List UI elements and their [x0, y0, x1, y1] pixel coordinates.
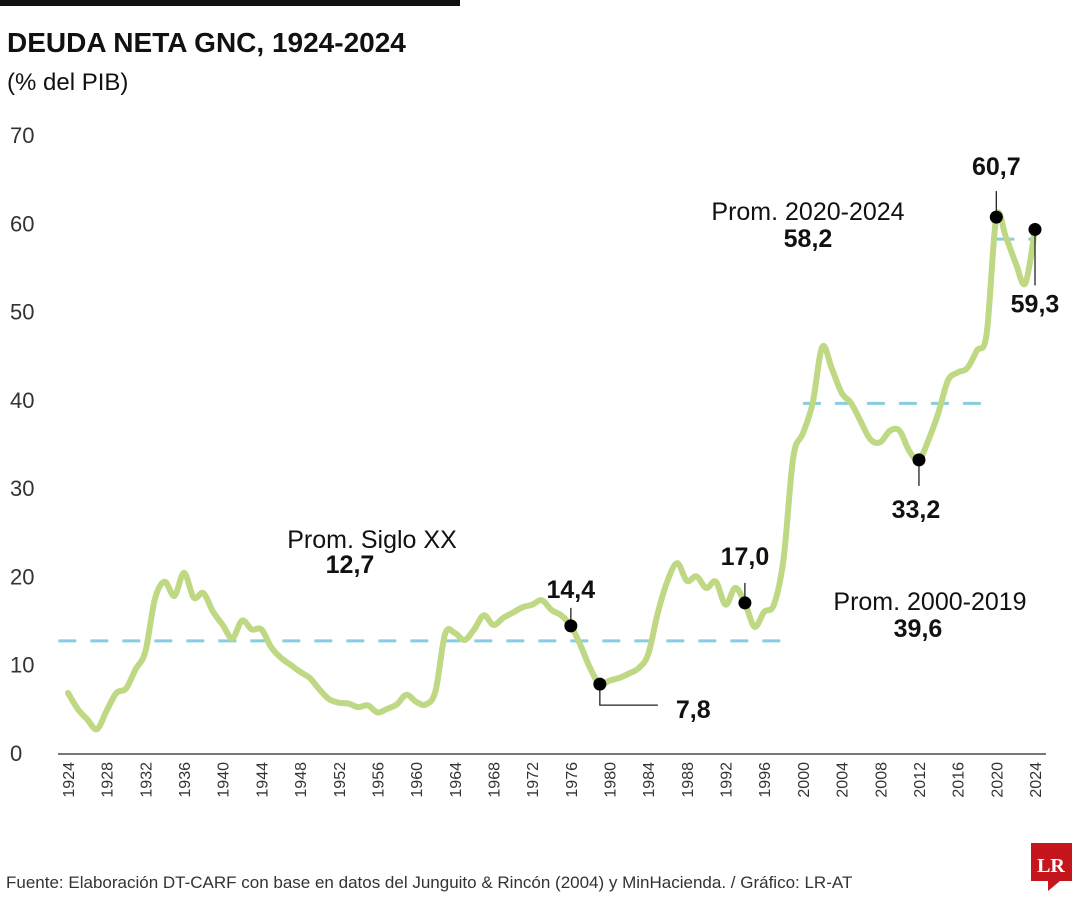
series-line [65, 209, 1038, 733]
data-point-marker [912, 453, 926, 467]
x-axis: 1924 1928 1932 1936 1940 1944 1948 1952 1956 1960… [61, 762, 1045, 798]
average-lines [58, 237, 1035, 643]
x-tick-label: 2016 [951, 762, 968, 798]
logo-text: LR [1037, 855, 1065, 877]
x-tick-label: 1972 [525, 762, 542, 798]
x-tick-label: 1976 [564, 762, 581, 798]
x-tick-label: 1944 [254, 762, 271, 798]
x-tick-label: 1980 [603, 762, 620, 798]
top-bar [0, 0, 460, 6]
x-tick-label: 2008 [873, 762, 890, 798]
data-point-marker [1028, 222, 1042, 236]
data-point-marker [989, 210, 1003, 224]
x-tick-label: 1992 [719, 762, 736, 798]
avg-value-2000-2019: 39,6 [894, 615, 943, 643]
x-tick-label: 1948 [293, 762, 310, 798]
x-tick-label: 2024 [1028, 762, 1045, 798]
data-label: 7,8 [676, 696, 711, 724]
y-tick-label: 60 [10, 211, 34, 236]
x-tick-label: 1996 [757, 762, 774, 798]
x-tick-label: 2012 [912, 762, 929, 798]
x-tick-label: 1924 [61, 762, 78, 798]
x-tick-label: 2000 [796, 762, 813, 798]
y-tick-label: 40 [10, 388, 34, 413]
x-tick-label: 1952 [332, 762, 349, 798]
lr-logo: LR [1031, 843, 1072, 891]
point-labels: 14,4 7,8 17,0 33,2 60,7 59,3 [547, 153, 1060, 724]
data-point-marker [738, 596, 752, 610]
x-tick-label: 2004 [835, 762, 852, 798]
y-tick-label: 50 [10, 300, 34, 325]
source-note: Fuente: Elaboración DT-CARF con base en … [6, 873, 852, 892]
avg-label-2000-2019: Prom. 2000-2019 [833, 588, 1026, 616]
data-label: 60,7 [972, 153, 1021, 181]
x-tick-label: 1956 [370, 762, 387, 798]
x-tick-label: 1964 [448, 762, 465, 798]
average-labels: Prom. Siglo XX 12,7 Prom. 2000-2019 39,6… [287, 198, 1026, 643]
data-label: 59,3 [1011, 290, 1060, 318]
chart-title: DEUDA NETA GNC, 1924-2024 [7, 27, 406, 58]
x-tick-label: 1928 [100, 762, 117, 798]
avg-value-siglo-xx: 12,7 [326, 551, 375, 579]
avg-label-siglo-xx: Prom. Siglo XX [287, 526, 457, 554]
avg-value-2020-2024: 58,2 [784, 225, 833, 253]
x-tick-label: 2020 [989, 762, 1006, 798]
x-tick-label: 1936 [177, 762, 194, 798]
y-tick-label: 10 [10, 653, 34, 678]
data-label: 14,4 [547, 576, 596, 604]
x-tick-label: 1988 [680, 762, 697, 798]
x-tick-label: 1932 [138, 762, 155, 798]
x-tick-label: 1960 [409, 762, 426, 798]
x-tick-label: 1940 [216, 762, 233, 798]
leader-line [599, 684, 658, 706]
data-label: 33,2 [892, 496, 941, 524]
y-tick-label: 70 [10, 123, 34, 148]
y-tick-label: 30 [10, 476, 34, 501]
data-point-marker [564, 619, 578, 633]
y-axis: 0 10 20 30 40 50 60 70 [10, 123, 34, 766]
data-point-marker [593, 677, 607, 691]
y-tick-label: 20 [10, 564, 34, 589]
avg-label-2020-2024: Prom. 2020-2024 [711, 198, 904, 226]
x-tick-label: 1984 [641, 762, 658, 798]
y-tick-label: 0 [10, 741, 22, 766]
chart-subtitle: (% del PIB) [7, 69, 128, 96]
x-tick-label: 1968 [486, 762, 503, 798]
data-label: 17,0 [721, 543, 770, 571]
